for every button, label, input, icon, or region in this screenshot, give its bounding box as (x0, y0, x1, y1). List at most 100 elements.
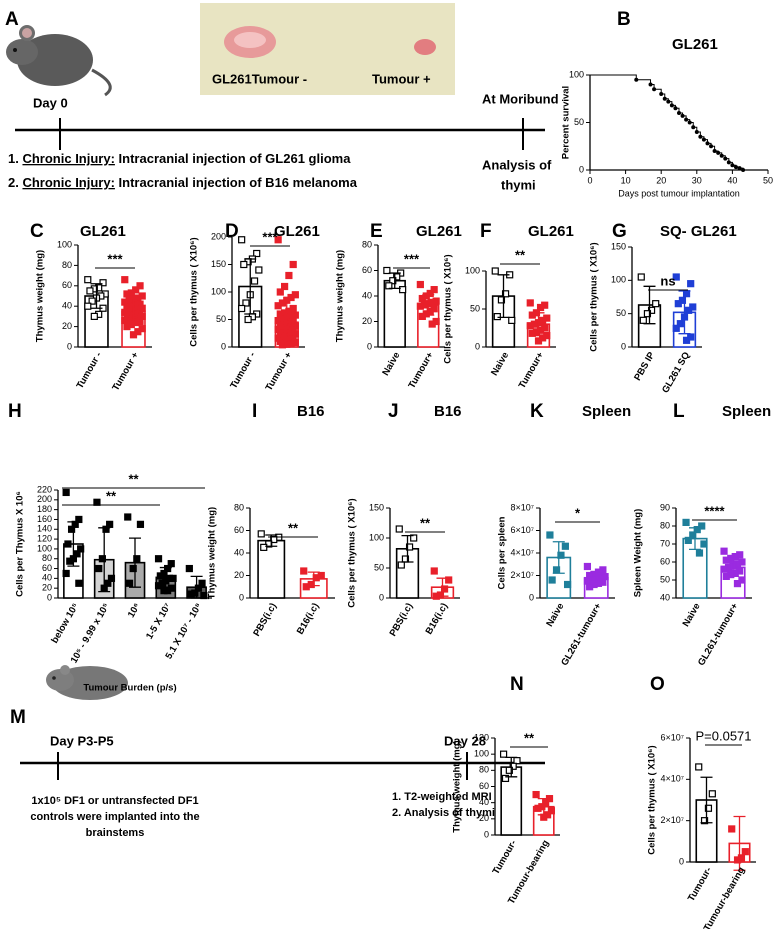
y-tick-label: 50 (374, 562, 384, 572)
data-point (121, 276, 129, 284)
timepoint: Day 28 (444, 733, 486, 748)
data-point (187, 590, 195, 598)
data-point (526, 322, 534, 330)
censor-dot (687, 120, 692, 125)
chart-title: GL261 (80, 223, 126, 240)
error-bar (733, 815, 746, 871)
data-point (416, 302, 424, 310)
data-point (405, 543, 414, 551)
y-axis-label: Cells per thymus ( X10⁶) (189, 237, 200, 346)
chart-title: GL261 (274, 223, 320, 240)
data-point (672, 324, 680, 332)
y-tick-label: 2×10⁷ (660, 815, 684, 825)
step-number: 2. (8, 175, 19, 190)
x-tick-label: Tumour + (264, 350, 295, 393)
data-point (395, 525, 403, 533)
data-point (501, 290, 510, 298)
panel-letter: L (673, 401, 685, 422)
x-tick-label: Naive (380, 350, 402, 377)
data-point (430, 567, 438, 575)
censor-dot (698, 134, 703, 139)
y-tick-label: 0 (379, 592, 384, 602)
y-tick-label: 40 (660, 592, 670, 602)
y-tick-label: 80 (660, 520, 670, 530)
y-tick-label: 0 (47, 592, 52, 602)
y-tick-label: 20 (234, 570, 244, 580)
censor-dot (733, 165, 738, 170)
data-point (107, 574, 116, 582)
error-bar (505, 756, 518, 778)
y-tick-label: 200 (211, 231, 226, 241)
data-point (526, 299, 534, 307)
censor-dot (648, 82, 653, 87)
panel-letter: K (530, 401, 544, 422)
y-axis-label: Percent survival (561, 86, 572, 159)
error-bar (98, 527, 111, 593)
significance-label: ** (524, 730, 535, 745)
y-axis-label: Thymus weight (mg) (335, 250, 346, 342)
step-text: Intracranial injection of GL261 glioma (119, 151, 352, 166)
data-point (733, 856, 742, 864)
data-point (281, 282, 289, 291)
y-tick-label: 150 (211, 259, 226, 269)
y-tick-label: 0 (239, 592, 244, 602)
data-point (93, 498, 101, 506)
censor-dot (677, 111, 681, 115)
data-point (532, 790, 540, 799)
data-point (418, 312, 426, 320)
data-point (62, 569, 70, 578)
chart-title: GL261 (416, 223, 462, 240)
data-point (154, 555, 163, 563)
data-point (64, 540, 72, 548)
y-tick-label: 50 (616, 308, 626, 318)
y-tick-label: 50 (574, 117, 584, 127)
data-point (129, 331, 138, 339)
y-axis-label: Cells per thymus ( X10⁶) (647, 745, 658, 854)
censor-dot (709, 144, 714, 149)
significance-label: ** (288, 520, 299, 535)
x-tick-label: 30 (692, 175, 702, 185)
error-bar (280, 299, 293, 345)
x-tick-label: PBS(i.c) (251, 601, 279, 638)
y-tick-label: 60 (660, 556, 670, 566)
data-point (685, 306, 693, 314)
step: 2. Chronic Injury: Intracranial injectio… (8, 175, 358, 190)
censor-dot (716, 150, 721, 155)
censor-dot (705, 141, 710, 146)
data-point (250, 277, 259, 285)
error-bar (129, 537, 141, 588)
y-tick-label: 20 (362, 316, 372, 326)
error-bar (678, 290, 691, 335)
panel-letter: I (252, 401, 257, 422)
y-tick-label: 4×10⁷ (510, 547, 534, 557)
y-tick-label: 180 (37, 504, 52, 514)
data-point (300, 567, 308, 575)
data-point (674, 300, 682, 308)
y-tick-label: 100 (57, 239, 72, 249)
significance-label: ns (660, 273, 675, 288)
data-point (67, 525, 76, 533)
error-bar (244, 258, 257, 315)
data-point (720, 547, 728, 555)
data-point (99, 279, 107, 287)
data-point (289, 260, 297, 269)
panel-letter: A (5, 9, 19, 30)
x-tick-label: 20 (656, 175, 666, 185)
y-tick-label: 80 (479, 765, 489, 775)
censor-dot (737, 166, 742, 171)
x-axis-label: Days post tumour implantation (618, 188, 740, 198)
data-point (98, 555, 106, 563)
data-point (133, 555, 141, 563)
x-tick-label: Tumour- (686, 865, 714, 903)
note: 1x10⁵ DF1 or untransfected DF1 (31, 795, 198, 807)
error-bar (422, 294, 435, 316)
data-point (682, 336, 691, 344)
data-point (129, 564, 137, 573)
y-tick-label: 6×10⁷ (510, 525, 534, 535)
data-point (123, 290, 131, 298)
data-point (430, 286, 438, 294)
step-text: Analysis of thymi (404, 807, 495, 819)
censor-dot (694, 130, 699, 134)
y-tick-label: 50 (216, 314, 226, 324)
data-point (274, 236, 282, 244)
